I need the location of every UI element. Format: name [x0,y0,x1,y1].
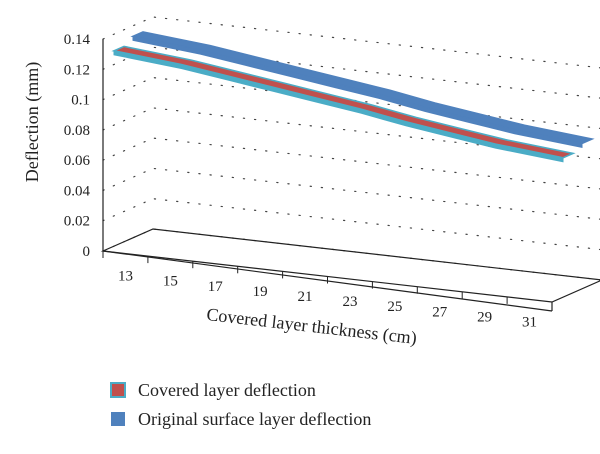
legend-item-covered: Covered layer deflection [110,380,316,400]
series-ribbon-1 [130,31,595,149]
series-ribbon-0 [111,45,576,163]
x-tick-label: 31 [522,314,537,330]
series-ribbon-top [130,31,595,145]
legend-swatch-covered [110,382,126,398]
series-ribbon-side [132,35,583,149]
x-tick-label: 19 [253,284,268,300]
y-tick-label: 0.14 [64,32,91,48]
gridline [102,198,600,251]
x-tick-label: 21 [298,289,313,305]
legend-swatch-original [111,412,125,426]
y-tick-label: 0.06 [64,153,91,169]
chart-series [111,31,595,163]
x-tick-label: 29 [477,309,492,325]
x-tick-label: 23 [342,294,357,310]
legend: Covered layer deflection Original surfac… [110,380,371,429]
gridline [102,167,600,220]
x-tick-label: 27 [432,304,448,320]
y-axis-ticks: 0 0.02 0.04 0.06 0.08 0.1 0.12 0.14 [64,32,91,260]
y-axis-title: Deflection (mm) [22,62,43,182]
y-tick-label: 0 [83,244,91,260]
chart-floor [100,228,600,303]
x-tick-label: 17 [208,279,224,295]
series-ribbon-top [111,45,576,159]
x-axis-ticks: 13 15 17 19 21 23 25 27 29 31 [102,251,537,330]
legend-label-original: Original surface layer deflection [138,409,371,429]
x-tick-label: 15 [163,274,178,290]
y-tick-label: 0.02 [64,214,90,230]
x-axis-title: Covered layer thickness (cm) [205,304,417,349]
y-tick-label: 0.12 [64,62,90,78]
y-tick-label: 0.08 [64,123,90,139]
series-ribbon-side [113,50,564,163]
x-tick-label: 13 [118,269,133,285]
x-tick-label: 25 [387,299,402,315]
gridline [102,228,600,281]
legend-label-covered: Covered layer deflection [138,380,316,400]
y-tick-label: 0.04 [64,183,91,199]
legend-item-original: Original surface layer deflection [111,409,371,429]
y-tick-label: 0.1 [71,93,90,109]
